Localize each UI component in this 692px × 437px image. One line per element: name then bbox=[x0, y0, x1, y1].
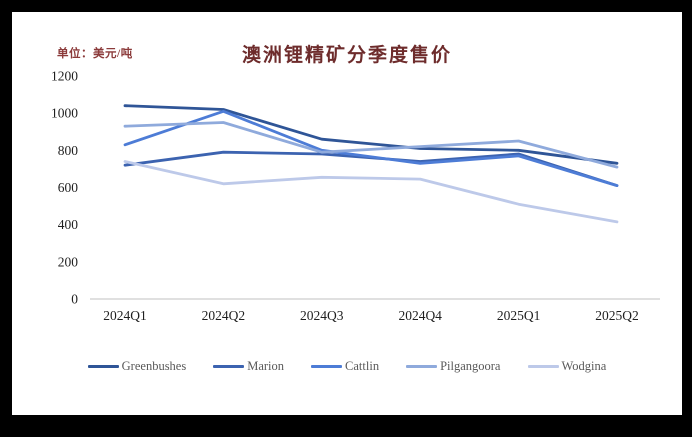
y-tick-label: 0 bbox=[71, 292, 78, 307]
y-tick-label: 1200 bbox=[51, 69, 78, 84]
y-tick-label: 400 bbox=[58, 217, 79, 232]
legend-swatch-icon bbox=[213, 365, 245, 368]
chart-page: 单位：美元/吨 澳洲锂精矿分季度售价 0 200 400 600 800 1000 1200… bbox=[12, 12, 682, 415]
legend-swatch-icon bbox=[87, 365, 119, 368]
legend-swatch-icon bbox=[527, 365, 559, 368]
chart-title: 澳洲锂精矿分季度售价 bbox=[241, 45, 452, 66]
series-line-greenbushes bbox=[123, 104, 619, 165]
x-tick-label: 2025Q1 bbox=[497, 308, 541, 323]
legend-item-marion: Marion bbox=[213, 359, 284, 374]
line-chart: 0 200 400 600 800 1000 1200 2024Q1 2024Q2 2024Q3 2… bbox=[51, 69, 660, 323]
y-tick-label: 800 bbox=[58, 143, 79, 158]
legend-label: Marion bbox=[247, 359, 285, 373]
x-tick-label: 2024Q1 bbox=[103, 308, 147, 323]
x-tick-label: 2024Q3 bbox=[300, 308, 344, 323]
y-tick-label: 1000 bbox=[51, 106, 78, 121]
x-tick-label: 2024Q4 bbox=[398, 308, 442, 323]
legend-label: Greenbushes bbox=[121, 359, 187, 373]
y-tick-label: 600 bbox=[58, 180, 79, 195]
legend-swatch-icon bbox=[311, 365, 343, 368]
legend-item-wodgina: Wodgina bbox=[527, 359, 607, 374]
legend-label: Pilgangoora bbox=[440, 359, 501, 373]
legend-item-pilgangoora: Pilgangoora bbox=[406, 359, 501, 374]
chart-legend: Greenbushes Marion Cattlin Pilgangoora Wodgi… bbox=[12, 359, 682, 374]
legend-swatch-icon bbox=[406, 365, 438, 368]
x-tick-label: 2024Q2 bbox=[202, 308, 246, 323]
legend-label: Cattlin bbox=[345, 359, 380, 373]
y-tick-label: 200 bbox=[58, 254, 79, 269]
legend-label: Wodgina bbox=[561, 359, 607, 373]
unit-label: 单位：美元/吨 bbox=[57, 48, 133, 60]
series-line-pilgangoora bbox=[123, 121, 619, 169]
legend-item-cattlin: Cattlin bbox=[311, 359, 379, 374]
legend-item-greenbushes: Greenbushes bbox=[87, 359, 187, 374]
x-tick-label: 2025Q2 bbox=[595, 308, 639, 323]
series-line-wodgina bbox=[123, 160, 619, 224]
series-line-cattlin bbox=[123, 109, 619, 188]
